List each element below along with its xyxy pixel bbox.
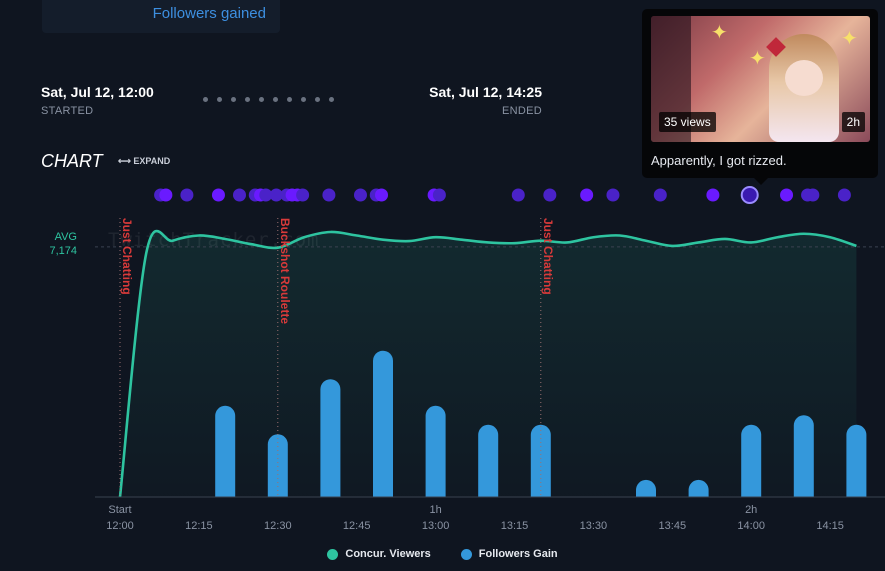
clip-dot-7[interactable] [259,188,273,202]
followers-bar-10 [793,415,814,497]
x-tick-1: 12:15 [185,520,213,532]
followers-gained-label: Followers gained [152,5,266,22]
viewers-area [120,231,857,497]
legend-viewers-label: Concur. Viewers [345,548,431,560]
followers-bar-9 [741,424,762,497]
x-tick-2: 12:30 [264,520,292,532]
category-label-1: Buckshot Roulette [278,218,292,324]
clip-dot-24[interactable] [706,188,720,202]
expand-label: EXPAND [133,156,171,166]
clip-dot-26[interactable] [780,188,794,202]
start-label: STARTED [41,105,94,117]
legend-followers-label: Followers Gain [478,548,558,560]
clip-dot-8[interactable] [269,188,283,202]
followers-gained-card: Followers gained [42,0,280,33]
followers-bar-8 [688,479,709,497]
chart-legend: Concur. Viewers Followers Gain [0,548,885,560]
clip-dot-3[interactable] [211,188,225,202]
clip-views: 35 views [659,112,716,132]
chart-title: CHART [41,151,103,171]
clip-dot-19[interactable] [511,188,525,202]
x-tick-0: 12:00 [106,520,134,532]
x-tick-8: 14:00 [737,520,765,532]
x-tick-top-8: 2h [745,504,757,516]
start-time: Sat, Jul 12, 12:00 [41,84,154,100]
followers-bar-3 [373,350,393,497]
stream-end: Sat, Jul 12, 14:25 ENDED [400,84,542,117]
clip-dot-28[interactable] [806,188,820,202]
category-label-0: Just Chatting [120,218,134,295]
clip-dot-22[interactable] [606,188,620,202]
followers-bar-5 [478,424,499,497]
viewers-line [118,229,857,498]
avg-label: AVG 7,174 [35,230,77,258]
clip-dot-2[interactable] [180,188,194,202]
followers-bar-0 [215,405,236,497]
clip-dot-14[interactable] [353,188,367,202]
clip-dot-1[interactable] [159,188,173,202]
clip-dot-21[interactable] [580,188,594,202]
timeline-dots [203,97,334,102]
followers-bar-6 [530,424,551,497]
clip-thumbnail[interactable]: ✦ ✦ ✦ 35 views 2h [651,16,870,142]
followers-bar-1 [267,434,288,497]
x-tick-4: 13:00 [422,520,450,532]
followers-bar-11 [846,424,867,497]
clip-dot-16[interactable] [375,188,389,202]
followers-bar-4 [425,405,446,497]
clip-dot-13[interactable] [322,188,336,202]
clip-dot-23[interactable] [653,188,667,202]
legend-followers[interactable]: Followers Gain [460,548,558,560]
followers-bar-2 [320,379,341,497]
stream-start: Sat, Jul 12, 12:00 STARTED [41,84,154,117]
clip-dot-12[interactable] [296,188,310,202]
end-time: Sat, Jul 12, 14:25 [429,84,542,100]
avg-value: 7,174 [49,245,77,257]
legend-viewers-swatch [327,548,339,560]
legend-followers-swatch [460,548,472,560]
expand-button[interactable]: ⟷ EXPAND [118,156,171,166]
x-tick-3: 12:45 [343,520,371,532]
end-label: ENDED [501,105,542,117]
legend-viewers[interactable]: Concur. Viewers [327,548,431,560]
x-tick-top-0: Start [108,504,131,516]
followers-bar-7 [636,479,656,497]
clip-dot-20[interactable] [543,188,557,202]
clip-caption: Apparently, I got rizzed. [651,153,787,168]
clip-dot-selected[interactable] [740,186,759,204]
x-tick-7: 13:45 [659,520,687,532]
avg-title: AVG [54,231,77,243]
x-tick-top-4: 1h [429,504,441,516]
clip-dot-4[interactable] [233,188,246,202]
x-tick-9: 14:15 [816,520,844,532]
clip-dot-29[interactable] [837,188,851,202]
clip-duration: 2h [841,112,865,132]
x-tick-5: 13:15 [501,520,529,532]
clip-tooltip[interactable]: ✦ ✦ ✦ 35 views 2h Apparently, I got rizz… [642,9,878,185]
category-label-2: Just Chatting [541,218,555,295]
x-tick-6: 13:30 [580,520,608,532]
clip-dot-18[interactable] [432,188,446,202]
